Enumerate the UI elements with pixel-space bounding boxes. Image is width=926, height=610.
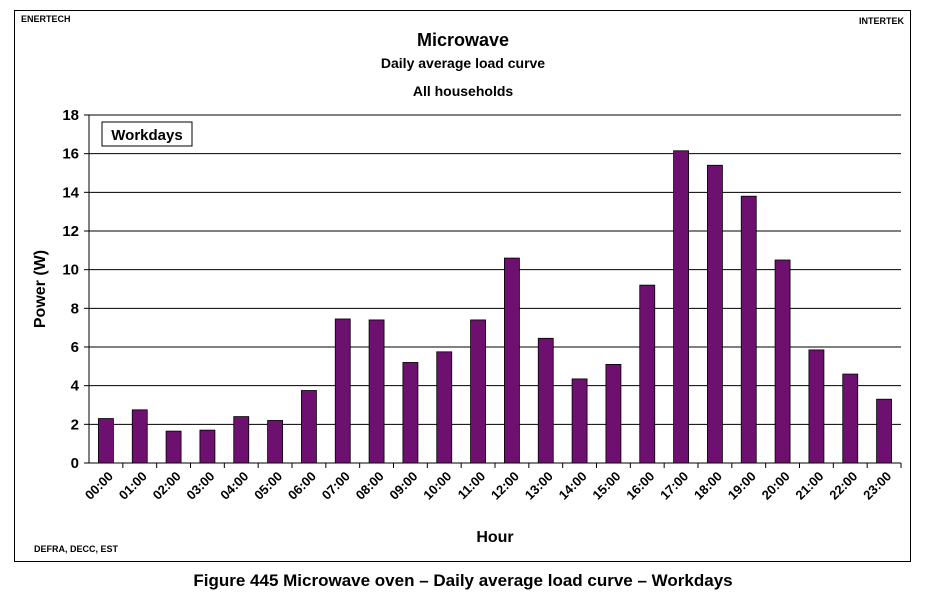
bar xyxy=(673,150,689,464)
bar xyxy=(334,318,351,464)
source-label: DEFRA, DECC, EST xyxy=(34,544,119,554)
chart-frame xyxy=(14,10,911,562)
x-tick-label: 01:00 xyxy=(116,469,150,503)
bar xyxy=(537,337,554,464)
x-tick-label: 09:00 xyxy=(386,469,420,503)
bar xyxy=(605,363,622,464)
x-tick-label: 10:00 xyxy=(420,469,454,503)
bar xyxy=(639,284,656,464)
y-tick-label: 14 xyxy=(62,184,79,201)
x-axis-title: Hour xyxy=(476,529,513,546)
x-tick-label: 05:00 xyxy=(251,469,285,503)
y-tick-label: 8 xyxy=(71,300,79,317)
bar xyxy=(740,195,757,464)
x-tick-label: 07:00 xyxy=(319,469,353,503)
x-tick-label: 14:00 xyxy=(556,469,590,503)
x-tick-label: 21:00 xyxy=(792,469,826,503)
x-tick-label: 15:00 xyxy=(589,469,623,503)
x-tick-label: 22:00 xyxy=(826,469,860,503)
y-tick-label: 16 xyxy=(62,146,79,163)
bar xyxy=(808,349,825,464)
legend-label: Workdays xyxy=(111,127,182,144)
bar xyxy=(774,259,791,464)
chart-subtitle-2: All households xyxy=(412,83,514,99)
bar xyxy=(571,378,588,464)
x-tick-label: 02:00 xyxy=(150,469,184,503)
x-tick-label: 19:00 xyxy=(725,469,759,503)
chart-title: Microwave xyxy=(416,30,510,50)
y-axis-title: Power (W) xyxy=(32,250,49,328)
bar xyxy=(368,319,385,464)
y-tick-label: 12 xyxy=(62,223,79,240)
bar xyxy=(98,418,114,464)
x-tick-label: 18:00 xyxy=(691,469,725,503)
x-tick-label: 03:00 xyxy=(183,469,217,503)
x-tick-label: 12:00 xyxy=(488,469,522,503)
x-tick-label: 00:00 xyxy=(82,469,116,503)
y-tick-label: 4 xyxy=(71,378,80,395)
bar xyxy=(876,398,892,464)
bar xyxy=(267,420,283,464)
x-tick-label: 06:00 xyxy=(285,469,319,503)
x-tick-label: 11:00 xyxy=(455,469,489,503)
y-tick-label: 2 xyxy=(71,416,79,433)
bar xyxy=(402,362,419,464)
bar xyxy=(842,373,859,464)
chart-subtitle-1: Daily average load curve xyxy=(380,55,546,71)
x-tick-label: 16:00 xyxy=(623,469,657,503)
x-tick-label: 17:00 xyxy=(657,469,691,503)
x-tick-label: 20:00 xyxy=(759,469,793,503)
x-tick-label: 08:00 xyxy=(353,469,387,503)
bar xyxy=(199,429,216,464)
y-tick-label: 0 xyxy=(71,455,79,472)
org-label-left: ENERTECH xyxy=(21,14,71,24)
x-tick-label: 23:00 xyxy=(860,469,894,503)
bar xyxy=(707,164,723,464)
y-tick-label: 6 xyxy=(71,339,79,356)
y-tick-label: 10 xyxy=(62,262,79,279)
bar xyxy=(165,430,182,464)
bar xyxy=(131,409,148,464)
legend-box xyxy=(101,121,193,147)
bar xyxy=(470,319,486,464)
bar xyxy=(436,351,453,464)
org-label-right: INTERTEK xyxy=(859,16,904,26)
bar xyxy=(233,416,250,464)
figure-caption: Figure 445 Microwave oven – Daily averag… xyxy=(193,571,733,590)
y-tick-label: 18 xyxy=(62,107,79,124)
x-tick-label: 13:00 xyxy=(522,469,556,503)
x-tick-label: 04:00 xyxy=(217,469,251,503)
bar xyxy=(504,257,520,464)
bar xyxy=(301,390,317,464)
